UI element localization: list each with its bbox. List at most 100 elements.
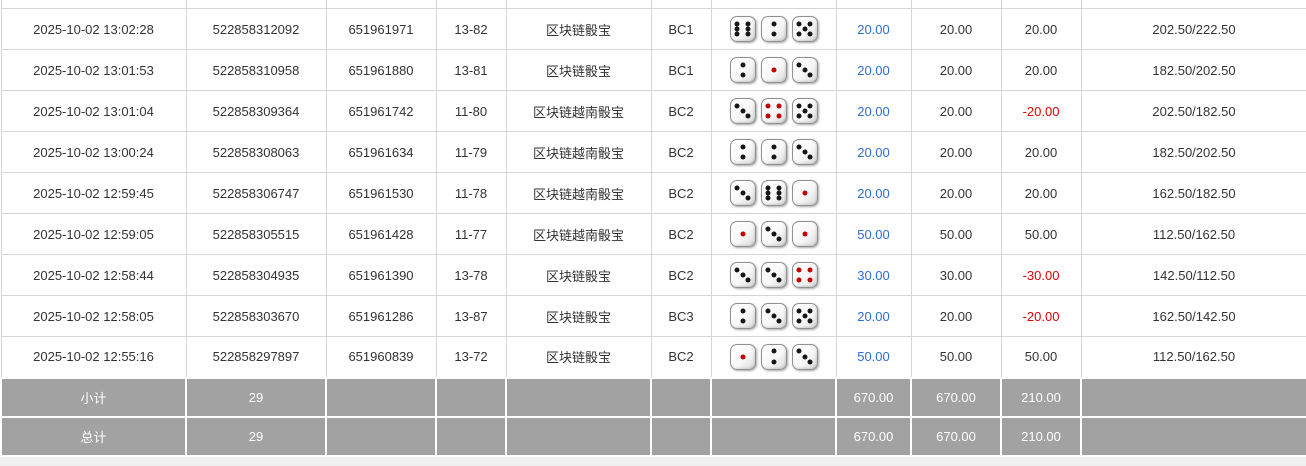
die-pip: [745, 195, 751, 201]
die-face-3-icon: [729, 98, 756, 124]
cell-period: 13-87: [435, 295, 507, 337]
cell-round-id: 651961390: [325, 254, 437, 296]
cell-valid-amount: 20.00: [910, 8, 1002, 50]
die-pip: [807, 154, 813, 160]
bet-amount-link[interactable]: 20.00: [857, 62, 890, 78]
summary-valid-amount: 670.00: [910, 415, 1002, 457]
subtotal-row: 小计 29 670.00 670.00 210.00: [0, 376, 1306, 418]
die-pip: [765, 308, 771, 314]
dice-result-icons: [729, 221, 818, 247]
die-face-2-icon: [760, 16, 787, 42]
bet-amount-link[interactable]: 20.00: [857, 308, 890, 324]
cell-dice-result: [710, 90, 837, 132]
cell-bet-amount: 50.00: [835, 336, 912, 378]
die-pip: [740, 308, 745, 314]
cell-table-code: BC2: [650, 131, 712, 173]
cell-dice-result: [710, 131, 837, 173]
die-face-6-icon: [760, 180, 787, 206]
die-pip: [807, 31, 813, 37]
cell-round-id: 651960839: [325, 336, 437, 378]
die-pip: [765, 185, 771, 191]
die-face-3-icon: [760, 303, 787, 329]
cell-balance-change: 112.50/162.50: [1080, 213, 1306, 255]
cell-game-name: 区块链越南骰宝: [505, 90, 652, 132]
die-pip: [796, 21, 802, 27]
die-pip: [765, 113, 771, 119]
cell-bet-id: 522858297897: [185, 336, 327, 378]
cell-game-name: 区块链越南骰宝: [505, 131, 652, 173]
cell-round-id: 651961971: [325, 8, 437, 50]
bet-amount-link[interactable]: 50.00: [857, 349, 890, 365]
cell-win-loss: -30.00: [1000, 254, 1082, 296]
cell-balance-change: 182.50/202.50: [1080, 49, 1306, 91]
header-cell: [650, 0, 712, 9]
die-face-2-icon: [729, 303, 756, 329]
die-face-1-icon: [791, 180, 818, 206]
dice-result-icons: [729, 262, 818, 288]
cell-valid-amount: 20.00: [910, 90, 1002, 132]
cell-dice-result: [710, 295, 837, 337]
cell-balance-change: 162.50/182.50: [1080, 172, 1306, 214]
die-pip: [771, 313, 776, 319]
cell-win-loss: 20.00: [1000, 172, 1082, 214]
cell-balance-change: 202.50/182.50: [1080, 90, 1306, 132]
die-pip: [771, 67, 776, 73]
die-pip: [802, 231, 807, 237]
bet-amount-link[interactable]: 20.00: [857, 21, 890, 37]
die-pip: [796, 113, 802, 119]
cell-balance-change: 202.50/222.50: [1080, 8, 1306, 50]
bet-amount-link[interactable]: 20.00: [857, 144, 890, 160]
cell-table-code: BC2: [650, 254, 712, 296]
die-pip: [740, 144, 745, 150]
summary-empty-cell: [505, 415, 652, 457]
die-pip: [802, 26, 807, 32]
die-pip: [734, 31, 740, 37]
cell-valid-amount: 20.00: [910, 172, 1002, 214]
cell-bet-id: 522858304935: [185, 254, 327, 296]
cell-bet-amount: 20.00: [835, 295, 912, 337]
die-pip: [734, 267, 740, 273]
die-pip: [734, 21, 740, 27]
summary-empty-cell: [325, 415, 437, 457]
die-pip: [796, 308, 802, 314]
die-face-3-icon: [760, 262, 787, 288]
die-pip: [740, 72, 745, 78]
die-pip: [771, 154, 776, 160]
die-pip: [740, 354, 745, 360]
die-face-4-icon: [791, 262, 818, 288]
bet-amount-link[interactable]: 50.00: [857, 226, 890, 242]
die-pip: [745, 31, 751, 37]
summary-valid-amount: 670.00: [910, 376, 1002, 418]
cell-dice-result: [710, 8, 837, 50]
die-pip: [765, 190, 771, 196]
die-pip: [765, 195, 771, 201]
cell-table-code: BC1: [650, 8, 712, 50]
cell-bet-id: 522858312092: [185, 8, 327, 50]
cell-win-loss: 50.00: [1000, 213, 1082, 255]
die-face-1-icon: [729, 343, 756, 370]
die-pip: [776, 277, 782, 283]
header-cell: [910, 0, 1002, 9]
bet-amount-link[interactable]: 20.00: [857, 185, 890, 201]
cell-dice-result: [710, 172, 837, 214]
dice-result-icons: [729, 180, 818, 206]
table-row: 2025-10-02 13:02:28 522858312092 651961971…: [0, 8, 1306, 50]
die-pip: [776, 113, 782, 119]
bet-amount-link[interactable]: 30.00: [857, 267, 890, 283]
dice-result-icons: [729, 16, 818, 42]
cell-bet-time: 2025-10-02 13:01:04: [0, 90, 187, 132]
die-pip: [740, 272, 745, 278]
cell-win-loss: 50.00: [1000, 336, 1082, 378]
cell-period: 11-77: [435, 213, 507, 255]
bet-amount-link[interactable]: 20.00: [857, 103, 890, 119]
cell-game-name: 区块链越南骰宝: [505, 213, 652, 255]
summary-win-loss: 210.00: [1000, 376, 1082, 418]
cell-valid-amount: 50.00: [910, 213, 1002, 255]
table-row: 2025-10-02 12:55:16 522858297897 651960839…: [0, 336, 1306, 378]
die-pip: [771, 348, 776, 354]
cell-bet-amount: 20.00: [835, 49, 912, 91]
cell-game-name: 区块链骰宝: [505, 295, 652, 337]
die-pip: [807, 359, 813, 365]
